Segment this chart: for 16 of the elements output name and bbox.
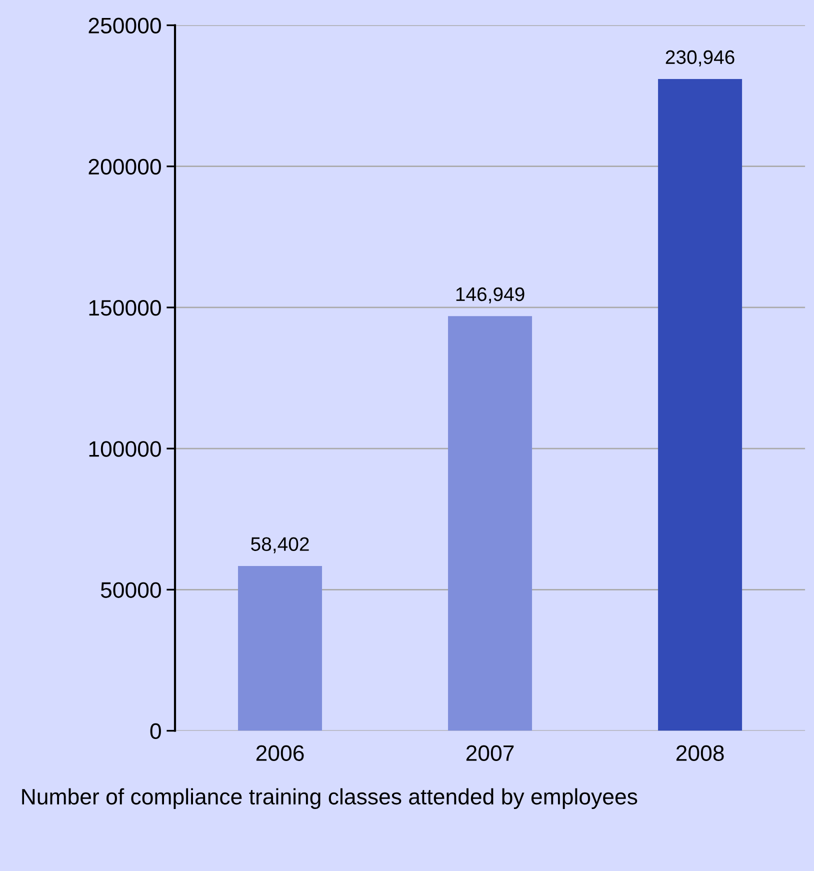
x-tick-label: 2007: [466, 745, 514, 761]
x-tick-label: 2006: [256, 745, 304, 761]
data-label: 230,946: [666, 50, 734, 66]
y-tick-label: 200000: [88, 158, 161, 175]
text: Number of compliance training classes attended by employees: [22, 788, 638, 809]
y-tick-label: 0: [150, 723, 161, 740]
y-tick-label: 50000: [100, 582, 161, 598]
y-tick-label: 150000: [89, 300, 161, 316]
y-tick-label: 250000: [88, 18, 161, 34]
x-tick-label: 2008: [676, 745, 724, 761]
data-label: 58,402: [251, 537, 309, 554]
bar: [658, 79, 742, 731]
y-tick-label: 100000: [89, 441, 161, 457]
bar: [238, 566, 322, 731]
bar: [448, 316, 532, 731]
data-label: 146,949: [456, 287, 524, 304]
